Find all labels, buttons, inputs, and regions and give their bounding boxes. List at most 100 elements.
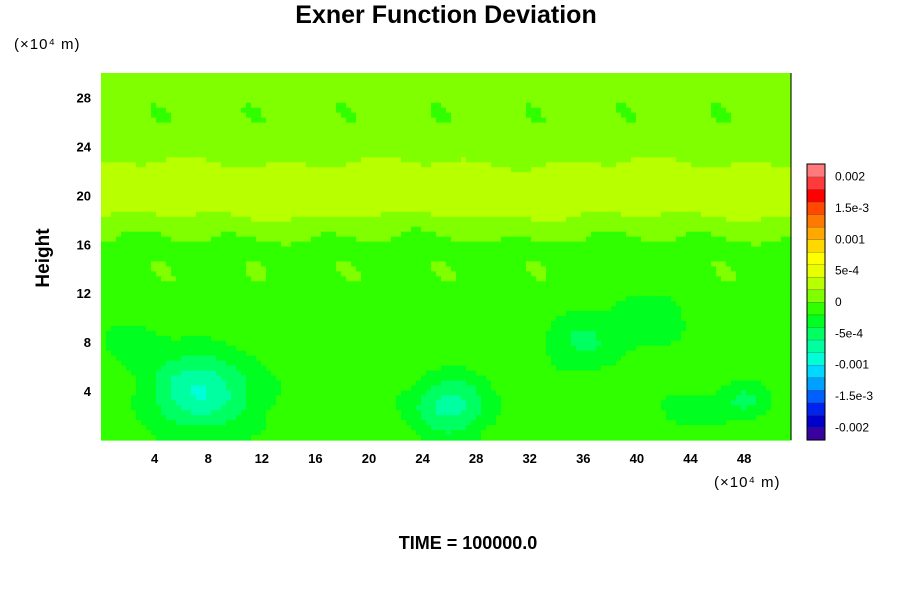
field-cell (256, 182, 262, 188)
field-cell (606, 211, 612, 218)
field-cell (136, 77, 142, 84)
field-cell (171, 162, 177, 168)
field-cell (241, 172, 247, 178)
field-cell (276, 221, 282, 228)
field-cell (231, 182, 237, 188)
field-cell (586, 127, 592, 134)
field-cell (471, 142, 477, 148)
field-cell (311, 92, 317, 99)
field-cell (361, 192, 367, 198)
field-cell (761, 246, 767, 253)
field-cell (226, 77, 232, 84)
field-cell (776, 196, 782, 203)
field-cell (436, 82, 442, 89)
field-cell (146, 127, 152, 134)
field-cell (681, 182, 687, 188)
field-cell (186, 177, 192, 183)
field-cell (386, 157, 392, 163)
field-cell (301, 216, 307, 223)
field-cell (766, 147, 772, 153)
field-cell (446, 231, 452, 238)
field-cell (386, 82, 392, 89)
field-cell (766, 201, 772, 208)
field-cell (311, 246, 317, 253)
field-cell (696, 177, 702, 183)
field-cell (211, 157, 217, 163)
field-cell (351, 226, 357, 233)
field-cell (436, 167, 442, 173)
field-cell (161, 132, 167, 139)
field-cell (516, 187, 522, 193)
field-cell (296, 221, 302, 228)
field-cell (281, 97, 287, 104)
field-cell (326, 132, 332, 139)
field-cell (426, 97, 432, 104)
field-cell (476, 157, 482, 163)
field-cell (191, 192, 197, 198)
field-cell (766, 246, 772, 253)
field-cell (531, 167, 537, 173)
field-cell (721, 221, 727, 228)
field-cell (446, 127, 452, 134)
field-cell (261, 236, 267, 243)
field-cell (241, 82, 247, 89)
field-cell (711, 167, 717, 173)
field-cell (306, 206, 312, 213)
field-cell (266, 226, 272, 233)
field-cell (786, 226, 792, 233)
field-cell (601, 211, 607, 218)
field-cell (786, 211, 792, 218)
field-cell (646, 92, 652, 99)
field-cell (241, 142, 247, 148)
field-cell (751, 246, 757, 253)
field-cell (606, 102, 612, 109)
field-cell (551, 147, 557, 153)
field-cell (536, 167, 542, 173)
field-cell (561, 231, 567, 238)
field-cell (401, 231, 407, 238)
field-cell (521, 107, 527, 114)
field-cell (701, 216, 707, 223)
field-cell (581, 157, 587, 163)
field-cell (501, 211, 507, 218)
field-cell (726, 177, 732, 183)
field-cell (446, 206, 452, 213)
field-cell (246, 177, 252, 183)
field-cell (451, 157, 457, 163)
field-cell (161, 97, 167, 104)
field-cell (411, 107, 417, 114)
field-cell (156, 137, 162, 144)
field-cell (756, 177, 762, 183)
field-cell (586, 221, 592, 228)
field-cell (196, 162, 202, 168)
field-cell (686, 177, 692, 183)
field-cell (726, 112, 732, 119)
field-cell (531, 127, 537, 134)
field-cell (341, 236, 347, 243)
field-cell (626, 201, 632, 208)
field-cell (176, 102, 182, 109)
field-cell (141, 187, 147, 193)
field-cell (571, 137, 577, 144)
field-cell (771, 236, 777, 243)
field-cell (436, 241, 442, 248)
field-cell (411, 117, 417, 124)
field-cell (211, 73, 217, 79)
field-cell (736, 117, 742, 124)
field-cell (616, 82, 622, 89)
field-cell (491, 236, 497, 243)
field-cell (776, 167, 782, 173)
field-cell (666, 147, 672, 153)
field-cell (106, 226, 112, 233)
field-cell (121, 221, 127, 228)
field-cell (326, 187, 332, 193)
field-cell (566, 102, 572, 109)
field-cell (101, 246, 107, 253)
field-cell (511, 117, 517, 124)
field-cell (731, 167, 737, 173)
field-cell (396, 157, 402, 163)
field-cell (656, 117, 662, 124)
field-cell (321, 73, 327, 79)
field-cell (216, 87, 222, 94)
field-cell (156, 241, 162, 248)
